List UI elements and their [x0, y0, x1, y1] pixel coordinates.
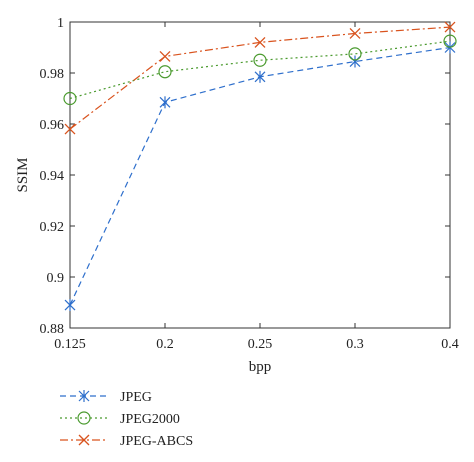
data-point-jpeg-abcs [349, 28, 361, 39]
series-line-jpeg2000 [69, 40, 451, 100]
data-point-jpeg-abcs [64, 123, 76, 135]
y-tick-label: 0.94 [40, 169, 65, 184]
y-axis: 0.88 0.9 0.92 0.94 0.96 0.98 1 [40, 16, 450, 337]
x-axis: 0.125 0.2 0.25 0.3 0.4 [54, 22, 459, 352]
legend-item: JPEG2000 [60, 411, 180, 427]
x-tick-label: 0.4 [441, 337, 459, 352]
series-layer [63, 21, 457, 312]
legend-marker-jpeg [78, 390, 90, 402]
legend-item: JPEG-ABCS [60, 434, 193, 449]
data-point-jpeg2000 [253, 53, 267, 67]
legend-marker-jpeg-abcs [78, 434, 90, 446]
data-point-jpeg2000 [348, 47, 362, 61]
data-point-jpeg-abcs [159, 50, 171, 62]
legend-marker-jpeg2000 [77, 411, 91, 425]
data-point-jpeg-abcs [444, 21, 456, 33]
x-tick-label: 0.2 [156, 337, 174, 352]
x-axis-label: bpp [249, 359, 272, 375]
x-tick-label: 0.25 [248, 337, 273, 352]
data-point-jpeg-abcs [254, 36, 266, 48]
x-tick-label: 0.125 [54, 337, 86, 352]
y-axis-label: SSIM [15, 157, 31, 192]
y-tick-label: 0.92 [40, 220, 65, 235]
legend: JPEG JPEG2000 JPEG-ABCS [60, 390, 193, 449]
data-point-jpeg2000 [63, 91, 77, 106]
y-tick-label: 0.98 [40, 67, 65, 82]
x-tick-label: 0.3 [346, 337, 364, 352]
legend-label: JPEG-ABCS [120, 434, 193, 449]
y-tick-label: 1 [57, 16, 64, 31]
legend-item: JPEG [60, 390, 152, 405]
y-tick-label: 0.96 [40, 118, 65, 133]
data-point-jpeg [159, 96, 171, 109]
y-tick-label: 0.9 [47, 271, 65, 286]
legend-label: JPEG2000 [120, 412, 180, 427]
legend-label: JPEG [120, 390, 152, 405]
data-point-jpeg [254, 70, 266, 83]
y-tick-label: 0.88 [40, 322, 65, 337]
data-point-jpeg2000 [443, 34, 457, 48]
data-point-jpeg [64, 299, 76, 312]
plot-area-frame [69, 21, 451, 329]
data-point-jpeg2000 [158, 65, 172, 79]
